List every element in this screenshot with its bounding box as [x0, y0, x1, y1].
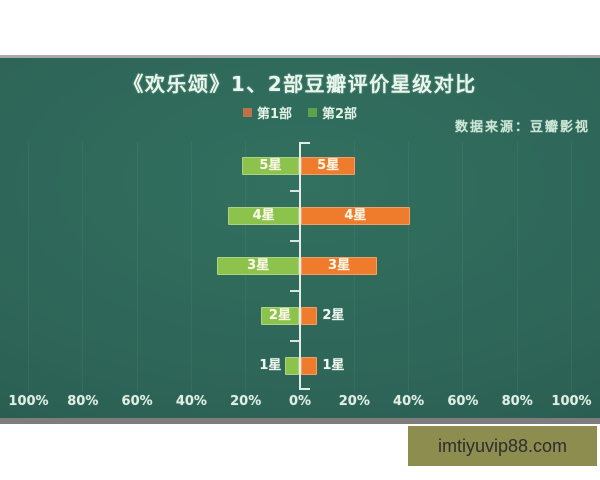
watermark-banner: imtiyuvip88.com: [408, 426, 597, 466]
season2-color-swatch: [308, 108, 317, 117]
bar-label-第2部-3星: 3星: [247, 258, 270, 273]
legend-label-season1: 第1部: [256, 107, 292, 122]
x-axis-tick-label: 60%: [121, 394, 153, 409]
x-axis-tick-label: 40%: [175, 394, 207, 409]
gridline: [462, 142, 464, 392]
axis-tick: [290, 240, 299, 242]
x-axis-tick-label: 100%: [8, 394, 49, 409]
season1-color-swatch: [242, 108, 252, 117]
data-source-note: 数据来源：豆瓣影视: [454, 120, 590, 135]
chart-title: 《欢乐颂》1、2部豆瓣评价星级对比: [123, 72, 477, 96]
axis-bottom-cap: [301, 388, 310, 390]
bar-label-第2部-2星: 2星: [268, 308, 291, 323]
legend-item-season2: 第2部: [308, 103, 357, 122]
bar-第2部-4星: [228, 207, 299, 225]
x-axis-tick-label: 20%: [230, 394, 262, 409]
axis-top-cap: [301, 142, 310, 144]
bar-label-第1部-3星: 3星: [328, 258, 351, 273]
bar-第2部-5星: [241, 157, 299, 175]
gridline: [516, 142, 518, 392]
chalkboard: 《欢乐颂》1、2部豆瓣评价星级对比 第1部 第2部 数据来源：豆瓣影视 100%…: [0, 55, 600, 424]
x-axis-tick-label: 20%: [338, 394, 370, 409]
x-axis-tick-label: 40%: [393, 394, 425, 409]
x-axis-tick-label: 80%: [67, 394, 99, 409]
gridline: [190, 142, 192, 392]
gridline: [136, 142, 138, 392]
bar-第1部-5星: [301, 157, 356, 175]
bar-label-第1部-2星: 2星: [322, 308, 345, 323]
gridline: [28, 142, 29, 392]
legend-label-season2: 第2部: [322, 107, 358, 122]
bar-label-第2部-5星: 5星: [259, 158, 282, 173]
x-axis-tick-label: 0%: [288, 394, 312, 409]
chart-legend: 第1部 第2部: [0, 103, 600, 122]
bar-第1部-2星: [301, 307, 318, 325]
center-axis-line: [299, 142, 301, 390]
watermark-text: imtiyuvip88.com: [437, 435, 568, 456]
gridline: [571, 142, 572, 392]
bar-第1部-1星: [301, 357, 318, 375]
legend-item-season1: 第1部: [242, 103, 292, 122]
bar-第2部-3星: [217, 257, 299, 275]
bar-第2部-2星: [260, 307, 299, 325]
gridline: [408, 142, 410, 392]
bar-第1部-3星: [301, 257, 378, 275]
x-axis-tick-label: 80%: [501, 394, 533, 409]
plot-area: 100% 80% 60% 40% 20% 0% 20% 40% 60% 80% 100% 5星 5星 4星…: [0, 58, 600, 418]
bar-label-第2部-1星: 1星: [259, 358, 282, 373]
gridline: [82, 142, 84, 392]
x-axis-tick-label: 60%: [447, 394, 479, 409]
bar-label-第1部-5星: 5星: [317, 158, 340, 173]
bar-label-第2部-4星: 4星: [252, 208, 275, 223]
bar-label-第1部-1星: 1星: [322, 358, 345, 373]
bar-第1部-4星: [301, 207, 410, 225]
bar-label-第1部-4星: 4星: [344, 208, 367, 223]
x-axis-tick-label: 100%: [551, 394, 592, 409]
bar-第2部-1星: [285, 357, 299, 375]
axis-tick: [290, 340, 299, 342]
axis-tick: [290, 290, 299, 292]
axis-tick: [290, 190, 299, 192]
